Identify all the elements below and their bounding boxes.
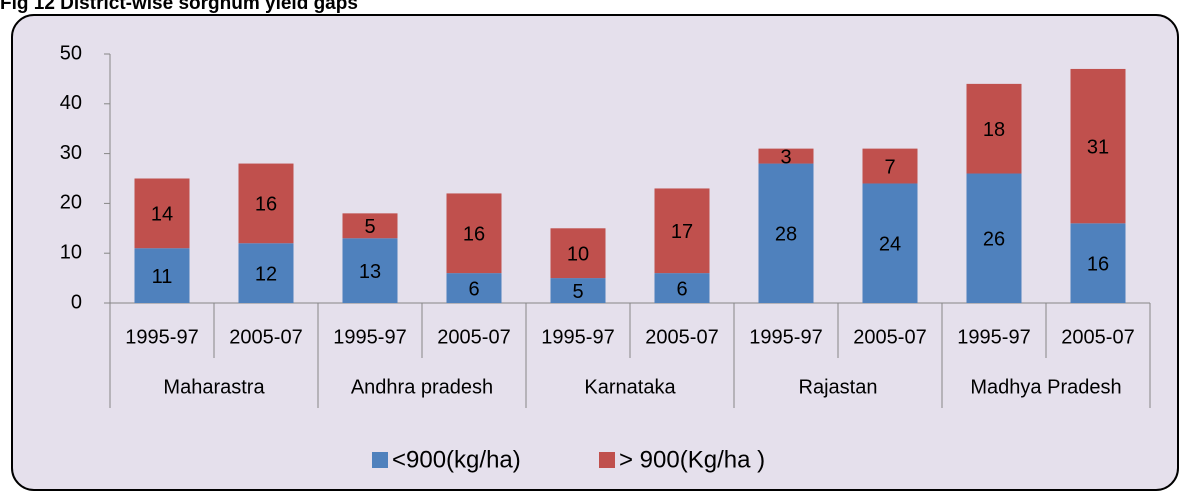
x-tick-label: 1995-97 — [541, 326, 614, 348]
data-label: 14 — [151, 204, 173, 226]
bar-segment — [238, 163, 294, 244]
data-label: 16 — [463, 224, 485, 246]
data-label: 13 — [359, 261, 381, 283]
bar-segment — [862, 148, 918, 184]
group-label: Maharastra — [163, 376, 265, 398]
data-label: 17 — [671, 221, 693, 243]
bar-segment — [134, 178, 190, 249]
group-label: Karnataka — [584, 376, 676, 398]
data-label: 6 — [676, 278, 687, 300]
bar-segment — [446, 273, 502, 303]
data-label: 18 — [983, 119, 1005, 141]
y-tick-label: 50 — [60, 42, 82, 64]
legend-swatch — [372, 452, 388, 468]
legend-label: > 900(Kg/ha ) — [619, 446, 765, 473]
bar-segment — [446, 193, 502, 274]
legend-swatch — [599, 452, 615, 468]
bar-segment — [1070, 68, 1126, 224]
group-label: Andhra pradesh — [351, 376, 493, 398]
y-tick-label: 0 — [71, 291, 82, 313]
data-label: 7 — [884, 156, 895, 178]
bar-segment — [654, 188, 710, 274]
x-tick-label: 2005-07 — [1061, 326, 1134, 348]
bar-segment — [758, 148, 814, 164]
data-label: 24 — [879, 234, 901, 256]
x-tick-label: 2005-07 — [229, 326, 302, 348]
data-label: 6 — [468, 278, 479, 300]
y-tick-label: 10 — [60, 241, 82, 263]
bar-segment — [758, 163, 814, 303]
bar-segment — [550, 228, 606, 279]
data-label: 11 — [152, 266, 173, 288]
data-label: 31 — [1087, 136, 1109, 158]
bar-segment — [134, 248, 190, 303]
data-label: 10 — [567, 243, 589, 265]
y-tick-label: 20 — [60, 192, 82, 214]
data-label: 16 — [255, 194, 277, 216]
y-tick-label: 40 — [60, 92, 82, 114]
chart-title: Fig 12 District-wise sorghum yield gaps — [0, 0, 358, 14]
x-tick-label: 1995-97 — [333, 326, 406, 348]
data-label: 28 — [775, 224, 797, 246]
data-label: 12 — [255, 263, 277, 285]
legend-label: <900(kg/ha) — [392, 446, 521, 473]
data-label: 16 — [1087, 253, 1109, 275]
bar-segment — [654, 273, 710, 303]
data-label: 26 — [983, 229, 1005, 251]
y-tick-label: 30 — [60, 142, 82, 164]
data-label: 5 — [572, 281, 583, 303]
x-tick-label: 2005-07 — [437, 326, 510, 348]
bar-segment — [550, 278, 606, 303]
data-label: 3 — [780, 146, 791, 168]
x-tick-label: 1995-97 — [749, 326, 822, 348]
bar-segment — [342, 213, 398, 239]
group-label: Rajastan — [799, 376, 878, 398]
x-tick-label: 2005-07 — [853, 326, 926, 348]
x-tick-label: 2005-07 — [645, 326, 718, 348]
bar-segment — [966, 173, 1022, 303]
x-tick-label: 1995-97 — [125, 326, 198, 348]
bar-segment — [862, 183, 918, 303]
bar-segment — [1070, 223, 1126, 303]
x-tick-label: 1995-97 — [957, 326, 1030, 348]
bar-segment — [238, 243, 294, 303]
bar-segment — [342, 238, 398, 303]
group-label: Madhya Pradesh — [970, 376, 1121, 398]
data-label: 5 — [364, 216, 375, 238]
bar-segment — [966, 83, 1022, 174]
